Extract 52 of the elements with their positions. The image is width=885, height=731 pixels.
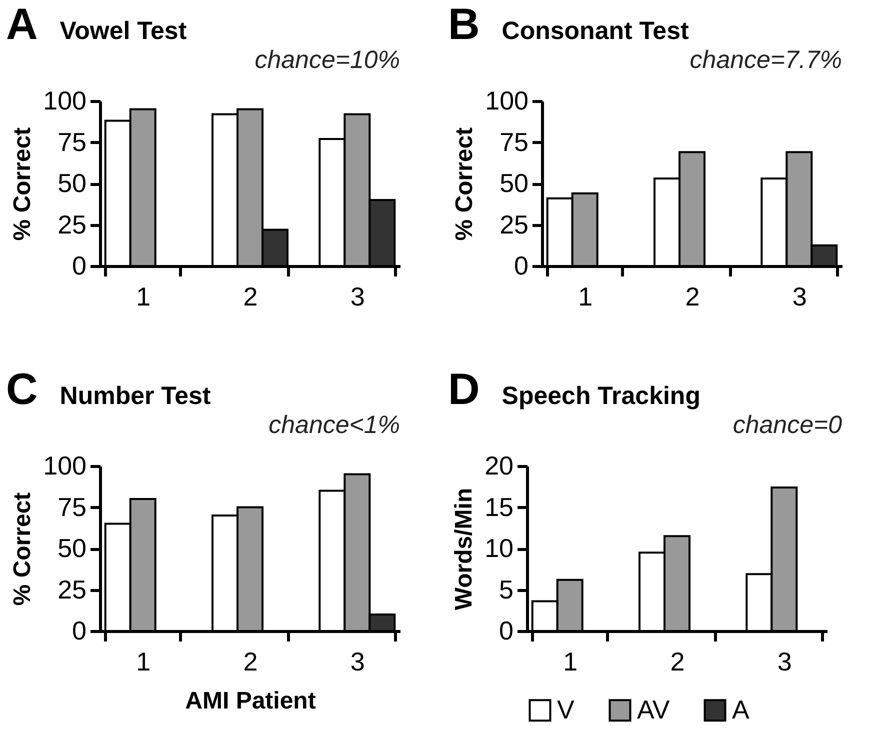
chart-subtitle: chance=0	[732, 411, 842, 439]
text: D	[448, 365, 480, 415]
y-tick-label: 20	[484, 450, 514, 480]
x-tick-label: 3	[792, 282, 807, 312]
y-tick-label: 5	[499, 574, 514, 604]
y-tick-label: 0	[72, 616, 86, 646]
text: B	[448, 0, 480, 50]
y-tick-label: 75	[58, 492, 86, 522]
y-tick-label: 50	[58, 168, 86, 198]
x-tick-label: 2	[243, 646, 258, 676]
x-tick-label: 3	[350, 282, 365, 312]
y-axis-title: % Correct	[9, 127, 36, 241]
y-tick-label: 100	[43, 86, 86, 116]
y-axis-title: % Correct	[9, 492, 36, 606]
y-axis-title: Words/Min	[450, 488, 478, 610]
y-tick-label: 25	[500, 209, 528, 240]
x-axis-title: AMI Patient	[185, 688, 316, 714]
y-tick-label: 100	[485, 86, 528, 116]
y-tick-label: 50	[500, 168, 528, 198]
x-tick-label: 1	[136, 282, 151, 312]
chart-subtitle: chance=10%	[254, 46, 400, 74]
chart-title: Number Test	[60, 382, 211, 411]
x-tick-label: 1	[136, 646, 151, 676]
y-tick-label: 25	[58, 209, 86, 240]
y-tick-label: 0	[72, 250, 86, 280]
x-tick-label: 3	[350, 646, 365, 676]
y-tick-label: 50	[58, 533, 86, 563]
y-tick-label: 10	[484, 533, 514, 563]
y-tick-label: 15	[484, 492, 514, 522]
y-tick-label: 0	[514, 250, 528, 280]
chart-subtitle: chance=7.7%	[690, 46, 842, 74]
legend-label: A	[732, 694, 750, 724]
x-tick-label: 1	[578, 282, 593, 312]
y-tick-label: 75	[500, 126, 528, 157]
chart-title: Speech Tracking	[502, 382, 700, 411]
chart-title: Consonant Test	[502, 17, 689, 46]
x-tick-label: 2	[685, 282, 700, 312]
y-tick-label: 25	[58, 574, 86, 604]
legend-label: V	[557, 694, 575, 724]
y-tick-label: 100	[43, 450, 86, 480]
text: C	[6, 365, 38, 415]
chart-title: Vowel Test	[60, 17, 187, 46]
x-tick-label: 2	[670, 646, 685, 676]
legend-label: AV	[637, 694, 670, 724]
y-tick-label: 75	[58, 126, 86, 157]
chart-subtitle: chance<1%	[268, 411, 400, 439]
y-axis-title: % Correct	[451, 127, 478, 241]
y-tick-label: 0	[499, 616, 514, 646]
x-tick-label: 3	[777, 646, 792, 676]
text: A	[6, 0, 38, 50]
x-tick-label: 2	[243, 282, 258, 312]
x-tick-label: 1	[563, 646, 578, 676]
